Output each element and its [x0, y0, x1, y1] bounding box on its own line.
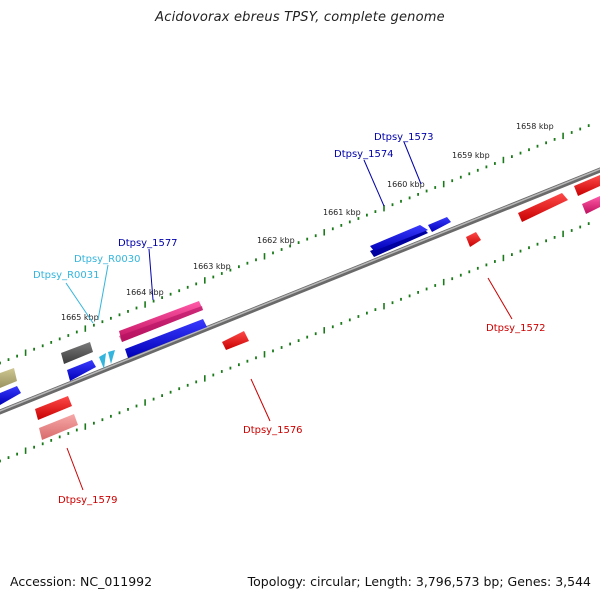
kbp-label-1660: 1660 kbp — [387, 180, 425, 189]
kbp-label-1658: 1658 kbp — [516, 122, 554, 131]
gene-olive-left[interactable] — [0, 368, 17, 388]
gene-dtpsy-r0031[interactable] — [99, 353, 106, 369]
leader-dtpsy-1577 — [148, 248, 154, 301]
gene-label-leaders — [65, 141, 513, 491]
tick-track-upper — [0, 124, 590, 365]
kbp-label-1661: 1661 kbp — [323, 208, 361, 217]
label-dtpsy-r0030[interactable]: Dtpsy_R0030 — [74, 254, 141, 265]
gene-blue-small-left[interactable] — [67, 360, 96, 381]
tick-tracks — [0, 124, 590, 463]
label-dtpsy-1574[interactable]: Dtpsy_1574 — [334, 149, 394, 160]
kbp-axis-labels: 1658 kbp 1659 kbp 1660 kbp 1661 kbp 1662… — [61, 122, 554, 322]
gene-dtpsy-1573[interactable] — [428, 217, 451, 232]
gene-red-upper-right-1[interactable] — [518, 193, 568, 222]
leader-dtpsy-1576 — [250, 378, 271, 422]
label-dtpsy-1576[interactable]: Dtpsy_1576 — [243, 425, 303, 436]
gene-red-upper-right-2[interactable] — [574, 175, 600, 196]
accession-text: Accession: NC_011992 — [10, 574, 153, 589]
gene-gray[interactable] — [61, 342, 93, 364]
gene-blue-long[interactable] — [125, 319, 207, 358]
genome-summary-text: Topology: circular; Length: 3,796,573 bp… — [247, 574, 591, 589]
genome-backbone — [0, 167, 600, 415]
gene-dtpsy-1572[interactable] — [466, 232, 481, 247]
gene-dtpsy-1574[interactable] — [370, 225, 428, 257]
kbp-label-1662: 1662 kbp — [257, 236, 295, 245]
gene-labels: Dtpsy_1573 Dtpsy_1574 Dtpsy_1577 Dtpsy_R… — [33, 132, 546, 506]
leader-dtpsy-1574 — [363, 159, 385, 207]
label-dtpsy-1572[interactable]: Dtpsy_1572 — [486, 323, 546, 334]
label-dtpsy-1577[interactable]: Dtpsy_1577 — [118, 238, 178, 249]
map-title: Acidovorax ebreus TPSY, complete genome — [155, 10, 445, 25]
forward-strand-genes — [0, 175, 600, 405]
gene-red-left[interactable] — [35, 396, 72, 420]
kbp-label-1665: 1665 kbp — [61, 313, 99, 322]
leader-dtpsy-1579 — [66, 447, 84, 491]
gene-dtpsy-r0030[interactable] — [108, 350, 115, 364]
tick-track-lower — [0, 222, 590, 463]
gene-dtpsy-1577[interactable] — [119, 301, 203, 342]
label-dtpsy-1573[interactable]: Dtpsy_1573 — [374, 132, 434, 143]
gene-dtpsy-1576[interactable] — [222, 331, 249, 350]
leader-dtpsy-r0030 — [97, 264, 109, 321]
kbp-label-1663: 1663 kbp — [193, 262, 231, 271]
kbp-label-1659: 1659 kbp — [452, 151, 490, 160]
gene-dtpsy-1579[interactable] — [39, 414, 78, 440]
label-dtpsy-r0031[interactable]: Dtpsy_R0031 — [33, 270, 100, 281]
leader-dtpsy-1572 — [487, 277, 513, 320]
label-dtpsy-1579[interactable]: Dtpsy_1579 — [58, 495, 118, 506]
leader-dtpsy-1573 — [403, 141, 422, 185]
reverse-strand-genes — [35, 232, 481, 440]
gene-pink-upper-right[interactable] — [582, 196, 600, 214]
gene-blue-far-left[interactable] — [0, 386, 21, 405]
kbp-label-1664: 1664 kbp — [126, 288, 164, 297]
leader-dtpsy-r0031 — [65, 282, 94, 324]
